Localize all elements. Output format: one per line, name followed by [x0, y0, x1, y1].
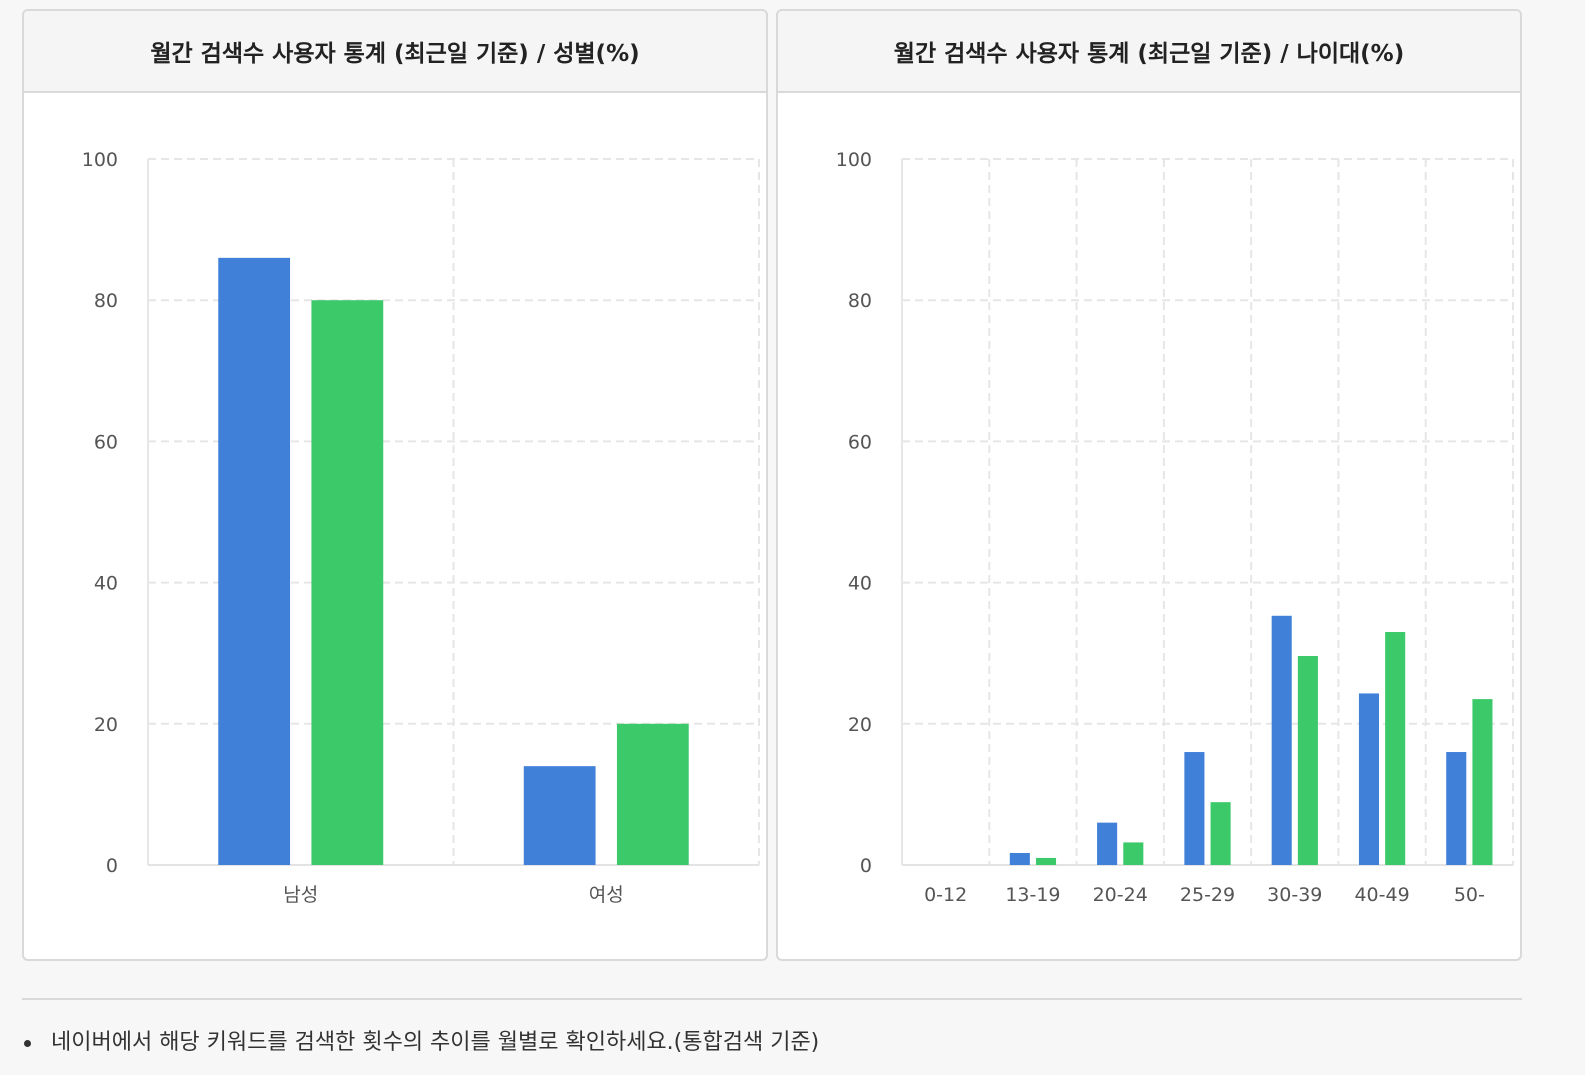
bar-series-2[interactable] — [1210, 802, 1231, 865]
bar-series-1[interactable] — [1184, 752, 1205, 865]
bar-series-2[interactable] — [1385, 632, 1406, 865]
x-tick-label: 0-12 — [924, 884, 967, 906]
gender-chart-title: 월간 검색수 사용자 통계 (최근일 기준) / 성별(%) — [24, 11, 766, 93]
y-tick-label: 20 — [94, 714, 118, 736]
bar-series-1[interactable] — [1009, 852, 1030, 865]
bar-series-1[interactable] — [218, 257, 291, 866]
x-tick-label: 13-19 — [1005, 884, 1060, 906]
gender-chart-panel: 월간 검색수 사용자 통계 (최근일 기준) / 성별(%) 0 20 40 60 80… — [22, 9, 768, 961]
x-tick-label: 30-39 — [1267, 884, 1322, 906]
bar-series-2[interactable] — [616, 723, 689, 865]
x-tick-label: 25-29 — [1180, 884, 1235, 906]
y-tick-label: 100 — [82, 149, 118, 171]
age-chart-panel: 월간 검색수 사용자 통계 (최근일 기준) / 나이대(%) 0 20 40 60 8… — [776, 9, 1522, 961]
bar-series-1[interactable] — [1097, 822, 1118, 865]
bullet-icon — [24, 1039, 31, 1047]
bar-series-1[interactable] — [1271, 615, 1292, 865]
x-tick-label: 남성 — [283, 884, 318, 906]
y-tick-label: 80 — [848, 290, 872, 312]
bar-series-1[interactable] — [523, 766, 596, 865]
y-tick-label: 40 — [94, 573, 118, 595]
info-note: 네이버에서 해당 키워드를 검색한 횟수의 추이를 월별로 확인하세요.(통합검… — [22, 1024, 819, 1056]
age-bar-chart: 0 20 40 60 80 100 0-12 13-19 20-24 25-29 30-39 40-4… — [836, 149, 1514, 906]
bar-series-1[interactable] — [1446, 752, 1467, 865]
bar-series-2[interactable] — [311, 300, 384, 865]
bar-series-2[interactable] — [1035, 857, 1057, 865]
gender-bar-chart: 0 20 40 60 80 100 남성 여성 — [82, 149, 760, 906]
x-tick-label: 40-49 — [1354, 884, 1409, 906]
x-tick-label: 여성 — [589, 884, 624, 906]
y-tick-label: 80 — [94, 290, 118, 312]
y-tick-label: 60 — [94, 431, 118, 453]
bar-series-1[interactable] — [1358, 693, 1380, 865]
bar-series-2[interactable] — [1123, 842, 1144, 865]
info-note-text: 네이버에서 해당 키워드를 검색한 횟수의 추이를 월별로 확인하세요.(통합검… — [51, 1030, 820, 1055]
y-tick-label: 100 — [836, 149, 872, 171]
y-tick-label: 0 — [106, 855, 118, 877]
y-tick-label: 40 — [848, 573, 872, 595]
x-tick-label: 20-24 — [1093, 884, 1148, 906]
y-tick-label: 60 — [848, 431, 872, 453]
age-chart-title: 월간 검색수 사용자 통계 (최근일 기준) / 나이대(%) — [778, 11, 1520, 93]
y-tick-label: 20 — [848, 714, 872, 736]
bar-series-2[interactable] — [1297, 656, 1318, 865]
bar-series-2[interactable] — [1472, 699, 1493, 865]
y-tick-label: 0 — [860, 855, 872, 877]
x-tick-label: 50- — [1454, 884, 1485, 906]
section-divider — [22, 998, 1522, 1000]
